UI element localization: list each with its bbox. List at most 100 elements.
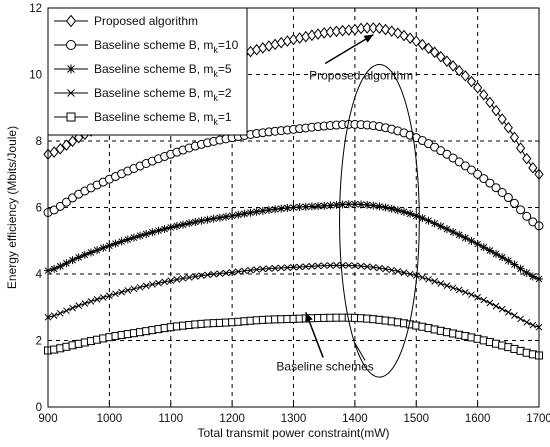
series-point: [492, 302, 500, 310]
legend-marker: [66, 40, 76, 50]
series-point: [222, 269, 230, 277]
series-point: [468, 291, 475, 299]
annotation-arrowhead: [305, 312, 313, 323]
series-point: [504, 256, 513, 265]
series-point: [302, 263, 310, 270]
x-tick-label: 1500: [403, 413, 429, 425]
series-point: [497, 187, 507, 197]
series-point: [277, 264, 285, 272]
y-tick-label: 8: [36, 136, 42, 148]
series-point: [111, 239, 120, 248]
series-point: [326, 201, 335, 210]
x-axis-label: Total transmit power constraint(mW): [197, 426, 389, 440]
series-point: [179, 275, 187, 282]
series-point: [363, 200, 372, 209]
series-point: [142, 282, 150, 290]
series-point: [63, 307, 70, 315]
series-point: [412, 272, 420, 280]
y-axis-label: Energy efficiency (Mbits/Joule): [5, 126, 19, 289]
legend-label: Baseline scheme B, mk=10: [94, 38, 239, 55]
series-point: [210, 270, 218, 278]
series-point: [368, 22, 378, 34]
series-point: [375, 202, 384, 211]
series-point: [357, 200, 366, 209]
series-point: [56, 309, 64, 317]
series-point: [419, 274, 426, 281]
series-point: [473, 169, 483, 179]
series-point: [185, 274, 193, 281]
series-point: [106, 292, 113, 299]
series-point: [503, 121, 513, 134]
series-point: [240, 209, 249, 218]
series-point: [374, 22, 385, 34]
series-point: [123, 235, 132, 244]
series-point: [247, 266, 254, 274]
series-point: [259, 265, 267, 273]
series-point: [289, 203, 298, 212]
series-point: [430, 219, 439, 228]
series-point: [509, 198, 519, 208]
series-point: [455, 286, 463, 294]
series-point: [320, 262, 328, 270]
x-tick-label: 1700: [526, 413, 550, 425]
series-point: [529, 321, 537, 329]
series-point: [510, 260, 519, 269]
series-group: [43, 22, 544, 360]
series-point: [466, 75, 477, 88]
series-point: [221, 212, 230, 221]
series-point: [136, 231, 145, 240]
series-point: [418, 214, 427, 223]
series-point: [56, 262, 65, 271]
series-point: [466, 165, 476, 175]
series-point: [172, 221, 181, 230]
series-point: [387, 204, 396, 213]
series-point: [479, 243, 488, 252]
series-point: [148, 228, 157, 237]
series-point: [399, 207, 408, 216]
series-point: [333, 262, 340, 269]
legend-item-4: Baseline scheme B, mk=2: [54, 86, 232, 103]
series-point: [61, 197, 71, 207]
series-point: [252, 207, 261, 216]
series-point: [425, 275, 432, 283]
series-point: [80, 250, 89, 259]
series-point: [504, 308, 512, 316]
series-point: [436, 50, 446, 63]
y-tick-label: 6: [36, 203, 42, 215]
series-point: [50, 264, 59, 273]
x-tick-label: 900: [38, 413, 57, 425]
series-point: [522, 268, 531, 277]
x-tick-label: 1300: [281, 413, 307, 425]
series-point: [179, 220, 188, 229]
series-point: [417, 38, 428, 51]
series-point: [55, 143, 65, 155]
series-point: [350, 200, 359, 209]
series-point: [511, 312, 518, 319]
series-point: [234, 268, 242, 275]
legend: Proposed algorithm Baseline scheme B, mk=…: [47, 7, 248, 136]
series-point: [479, 174, 489, 184]
series-point: [283, 204, 292, 213]
ellipse-annotation: [339, 64, 420, 378]
series-point: [191, 217, 200, 226]
legend-item-3: Baseline scheme B, mk=5: [54, 62, 232, 79]
series-point: [430, 46, 440, 59]
series-point: [75, 302, 83, 309]
series-point: [167, 277, 175, 285]
series-point: [388, 266, 396, 274]
series-point: [376, 264, 383, 272]
series-point: [528, 272, 537, 281]
series-point: [498, 253, 507, 262]
series-point: [454, 157, 464, 167]
series-point: [93, 296, 101, 303]
series-point: [191, 273, 199, 280]
series-point: [442, 55, 452, 68]
series-point: [277, 204, 286, 213]
series-point: [284, 264, 291, 272]
series-point: [423, 42, 434, 55]
series-point: [503, 193, 513, 203]
series-point: [449, 284, 457, 292]
series-point: [124, 287, 132, 294]
series-point: [99, 243, 108, 252]
